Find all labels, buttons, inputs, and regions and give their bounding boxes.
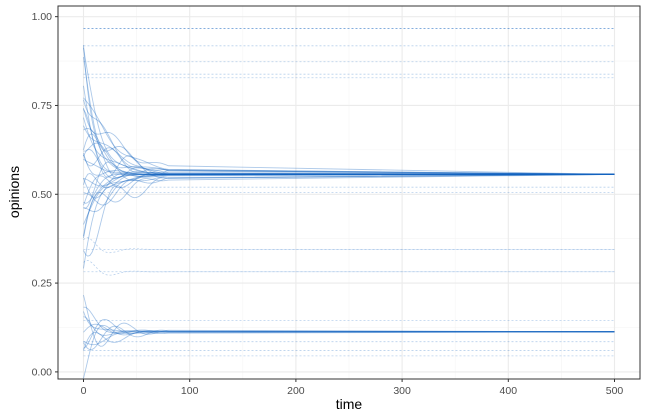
series-line xyxy=(83,85,615,175)
y-tick-label: 0.25 xyxy=(32,278,53,290)
series-line xyxy=(83,148,615,179)
series-line xyxy=(83,127,615,175)
series-line xyxy=(83,147,615,175)
series-line xyxy=(83,45,615,175)
series-line xyxy=(83,173,615,269)
series-line xyxy=(83,99,615,175)
series-line xyxy=(83,173,615,187)
y-tick-label: 0.75 xyxy=(32,100,53,112)
series-line xyxy=(83,133,615,179)
series-line xyxy=(83,161,615,209)
series-line xyxy=(83,125,615,175)
series-line xyxy=(83,158,615,175)
x-tick-label: 400 xyxy=(500,385,518,397)
series-line xyxy=(83,316,615,336)
series-line xyxy=(83,294,615,347)
series-line xyxy=(83,331,615,351)
series-line xyxy=(83,259,615,276)
x-tick-label: 100 xyxy=(181,385,199,397)
series-group-stable-0.345 xyxy=(83,237,615,254)
series-line xyxy=(83,117,615,175)
series-line xyxy=(83,97,615,175)
x-tick-label: 300 xyxy=(393,385,411,397)
series-line xyxy=(83,173,615,206)
y-axis: 0.00 0.25 0.50 0.75 1.00 xyxy=(32,11,58,378)
series-line xyxy=(83,172,615,189)
x-axis-title: time xyxy=(336,396,363,412)
series-group-cluster-0.113 xyxy=(83,294,615,379)
series-line xyxy=(83,325,615,351)
y-tick-label: 0.50 xyxy=(32,189,53,201)
y-tick-label: 1.00 xyxy=(32,11,53,23)
series-line xyxy=(83,152,615,176)
series-line xyxy=(83,318,615,349)
series-line xyxy=(83,108,615,175)
series-line xyxy=(83,306,615,333)
series-line xyxy=(83,172,615,199)
series-line xyxy=(83,142,615,175)
series-group-stable-0.282 xyxy=(83,259,615,276)
series-line xyxy=(83,173,615,225)
series-line xyxy=(83,173,615,237)
series-line xyxy=(83,173,615,213)
series-line xyxy=(83,173,615,206)
series-line xyxy=(83,47,615,175)
series-line xyxy=(83,331,615,346)
grid-lines xyxy=(58,6,640,379)
y-axis-title: opinions xyxy=(6,166,22,218)
panel-border xyxy=(57,5,641,380)
series-group-cluster-0.556 xyxy=(83,45,615,269)
x-axis: 0 100 200 300 400 500 xyxy=(81,379,624,397)
series-line xyxy=(83,323,615,335)
x-tick-label: 500 xyxy=(606,385,624,397)
series-line xyxy=(83,173,615,257)
series-line xyxy=(83,173,615,204)
series-lines xyxy=(83,27,615,379)
series-line xyxy=(83,173,615,238)
series-line xyxy=(83,109,615,178)
series-line xyxy=(83,311,615,333)
x-tick-label: 0 xyxy=(81,385,87,397)
series-line xyxy=(83,56,615,175)
series-line xyxy=(83,237,615,254)
x-tick-label: 200 xyxy=(287,385,305,397)
series-line xyxy=(83,324,615,379)
y-tick-label: 0.00 xyxy=(32,366,53,378)
